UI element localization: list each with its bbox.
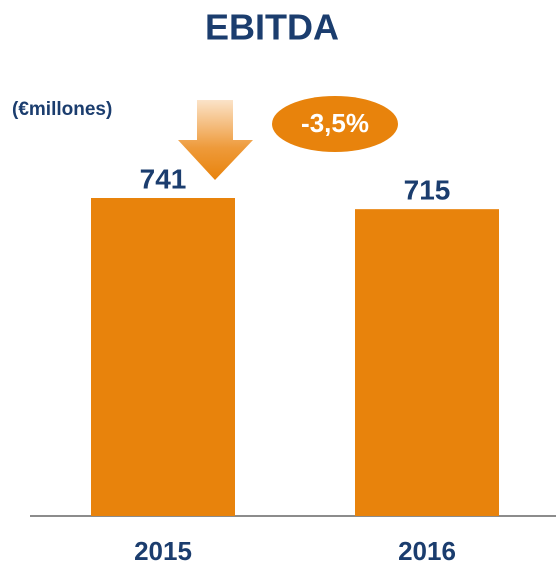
unit-label: (€millones) xyxy=(12,99,112,120)
x-tick-label: 2015 xyxy=(134,536,192,566)
value-label: 715 xyxy=(404,175,451,206)
arrow xyxy=(178,100,253,180)
chart-title: EBITDA xyxy=(205,7,339,48)
bar xyxy=(355,209,499,516)
bar xyxy=(91,198,235,516)
annotation: -3,5% xyxy=(301,108,369,138)
annotation-badge xyxy=(272,96,398,152)
value-label: 741 xyxy=(140,163,187,194)
x-tick-label: 2016 xyxy=(398,536,456,566)
